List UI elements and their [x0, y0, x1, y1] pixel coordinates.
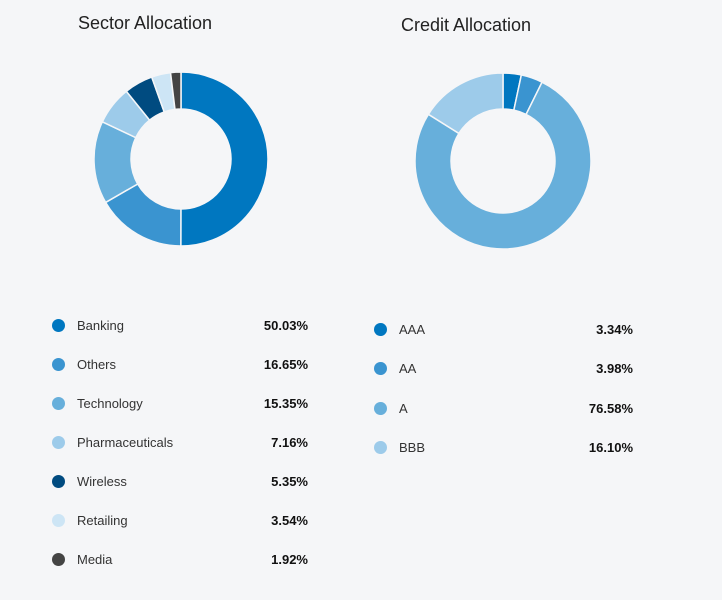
legend-value: 7.16% — [271, 435, 308, 450]
legend-dot-icon — [52, 553, 65, 566]
legend-label: Banking — [77, 318, 124, 333]
legend-label: Pharmaceuticals — [77, 435, 174, 450]
legend-dot-icon — [52, 397, 65, 410]
slice-banking[interactable] — [180, 71, 269, 247]
legend-label: Technology — [77, 396, 143, 411]
legend-value: 16.10% — [588, 439, 633, 455]
legend-value: 1.92% — [271, 552, 308, 567]
sector-allocation-title: Sector Allocation — [77, 13, 213, 33]
legend-dot-icon — [52, 514, 65, 527]
legend-dot-icon — [374, 440, 387, 454]
legend-value: 5.35% — [271, 474, 308, 489]
legend-dot-icon — [52, 436, 65, 449]
legend-value: 16.65% — [263, 357, 308, 372]
legend-value: 3.98% — [596, 361, 633, 377]
legend-label: A — [399, 400, 408, 416]
legend-label: Retailing — [77, 513, 128, 528]
legend-value: 3.34% — [596, 322, 633, 337]
legend-label: Others — [77, 357, 117, 372]
legend-dot-icon — [52, 358, 65, 371]
legend-label: AAA — [399, 322, 426, 337]
legend-label: Wireless — [77, 474, 127, 489]
legend-value: 76.58% — [588, 400, 633, 416]
slice-a[interactable] — [414, 81, 592, 250]
legend-label: BBB — [399, 439, 426, 455]
legend-value: 3.54% — [271, 513, 308, 528]
legend-dot-icon — [52, 475, 65, 488]
legend-value: 50.03% — [263, 318, 308, 333]
legend-dot-icon — [374, 362, 387, 376]
slice-media[interactable] — [169, 71, 182, 111]
slice-bbb[interactable] — [427, 72, 504, 135]
legend-dot-icon — [374, 401, 387, 415]
legend-value: 15.35% — [263, 396, 308, 411]
legend-label: AA — [399, 361, 417, 377]
legend-dot-icon — [52, 319, 65, 332]
legend-dot-icon — [374, 323, 387, 336]
credit-allocation-title: Credit Allocation — [400, 15, 532, 35]
legend-label: Media — [77, 552, 113, 567]
